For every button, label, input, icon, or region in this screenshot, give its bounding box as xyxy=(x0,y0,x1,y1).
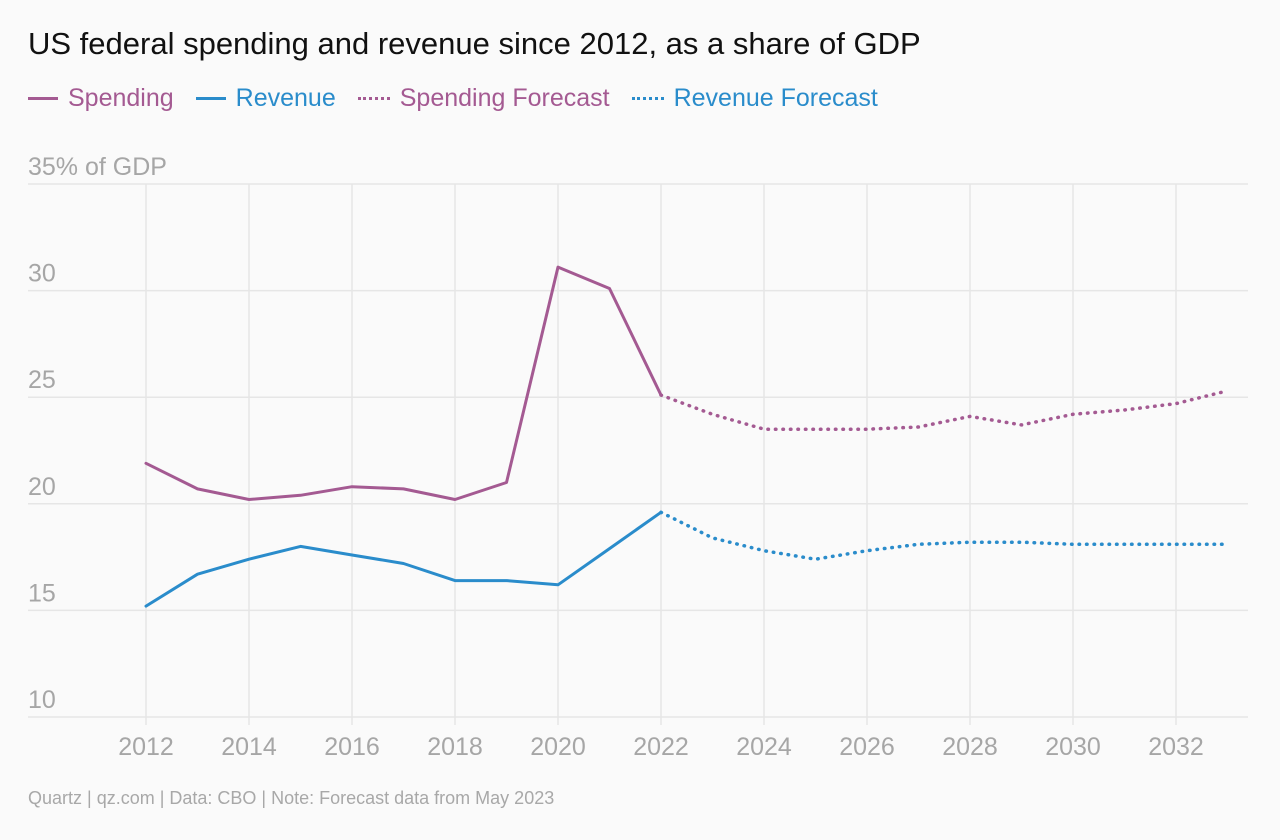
legend-item-spending: Spending xyxy=(28,84,174,113)
legend-label-spending-forecast: Spending Forecast xyxy=(399,84,610,112)
legend-label-revenue: Revenue xyxy=(235,84,336,112)
legend-swatch-revenue-forecast xyxy=(631,97,664,100)
legend-item-revenue: Revenue xyxy=(195,84,336,113)
chart-legend: Spending Revenue Spending Forecast Reven… xyxy=(28,84,900,113)
y-tick-label: 25 xyxy=(28,366,56,394)
y-tick-label: 20 xyxy=(28,473,56,501)
x-tick-label: 2028 xyxy=(942,733,998,761)
y-tick-label: 35% of GDP xyxy=(28,153,167,181)
x-tick-label: 2012 xyxy=(118,733,174,761)
y-tick-label: 15 xyxy=(28,579,56,607)
x-tick-label: 2018 xyxy=(427,733,483,761)
x-tick-label: 2030 xyxy=(1045,733,1101,761)
legend-item-revenue-forecast: Revenue Forecast xyxy=(631,84,878,113)
series-line-revenue-forecast xyxy=(659,510,1230,561)
chart-grid xyxy=(28,183,1248,725)
series-line-revenue xyxy=(144,510,663,608)
x-tick-label: 2026 xyxy=(839,733,895,761)
legend-item-spending-forecast: Spending Forecast xyxy=(357,84,610,113)
x-tick-label: 2024 xyxy=(736,733,792,761)
series-line-spending-forecast xyxy=(659,389,1230,431)
legend-swatch-spending xyxy=(28,97,58,100)
legend-swatch-spending-forecast xyxy=(357,97,390,100)
chart-title: US federal spending and revenue since 20… xyxy=(28,26,921,61)
x-tick-label: 2020 xyxy=(530,733,586,761)
x-tick-label: 2032 xyxy=(1148,733,1204,761)
y-tick-label: 30 xyxy=(28,260,56,288)
legend-swatch-revenue xyxy=(195,97,226,100)
x-tick-label: 2014 xyxy=(221,733,277,761)
series-line-spending xyxy=(144,265,663,501)
y-axis-ticks: 35% of GDP 30 25 20 15 10 xyxy=(28,153,167,714)
legend-label-revenue-forecast: Revenue Forecast xyxy=(673,84,878,112)
chart-series xyxy=(144,265,1230,608)
x-tick-label: 2022 xyxy=(633,733,689,761)
y-tick-label: 10 xyxy=(28,686,56,714)
x-axis-ticks: 2012 2014 2016 2018 2020 2022 2024 2026 2028 2030… xyxy=(118,733,1204,761)
chart-source-note: Quartz | qz.com | Data: CBO | Note: Fore… xyxy=(28,788,555,808)
x-tick-label: 2016 xyxy=(324,733,380,761)
legend-label-spending: Spending xyxy=(68,84,174,112)
